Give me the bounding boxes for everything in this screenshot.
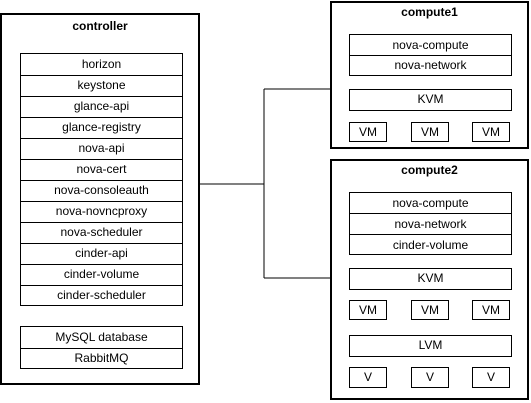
- c2-kvm-box: KVM: [349, 268, 512, 290]
- service-cinder-scheduler: cinder-scheduler: [21, 285, 182, 306]
- controller-title: controller: [72, 19, 128, 33]
- compute1-title: compute1: [401, 5, 458, 19]
- backend-mysql: MySQL database: [55, 330, 148, 344]
- compute2-service-stack: nova-compute nova-network cinder-volume: [349, 192, 512, 255]
- c2-volume-2: V: [411, 367, 449, 388]
- compute2-title: compute2: [401, 163, 458, 177]
- service-nova-cert: nova-cert: [21, 159, 182, 180]
- c1-vm-3: VM: [472, 122, 510, 142]
- c2-vm-3: VM: [472, 300, 510, 320]
- service-horizon: horizon: [81, 57, 122, 71]
- c1-vm-2: VM: [411, 122, 449, 142]
- service-nova-api: nova-api: [21, 138, 182, 159]
- c2-vm-2: VM: [411, 300, 449, 320]
- c1-kvm-box: KVM: [349, 89, 512, 111]
- service-keystone: keystone: [21, 75, 182, 96]
- controller-service-stack: horizon keystone glance-api glance-regis…: [20, 53, 183, 306]
- c2-service-nova-network: nova-network: [350, 213, 511, 234]
- service-cinder-volume: cinder-volume: [21, 264, 182, 285]
- service-nova-consoleauth: nova-consoleauth: [21, 180, 182, 201]
- c2-volume-3: V: [472, 367, 510, 388]
- c2-service-nova-compute: nova-compute: [392, 196, 469, 210]
- service-glance-api: glance-api: [21, 96, 182, 117]
- c1-vm-1: VM: [349, 122, 387, 142]
- c2-volume-1: V: [349, 367, 387, 388]
- compute2-node: compute2 nova-compute nova-network cinde…: [330, 159, 529, 400]
- service-nova-novncproxy: nova-novncproxy: [21, 201, 182, 222]
- c2-vm-1: VM: [349, 300, 387, 320]
- service-nova-scheduler: nova-scheduler: [21, 222, 182, 243]
- compute1-service-stack: nova-compute nova-network: [349, 34, 512, 76]
- service-glance-registry: glance-registry: [21, 117, 182, 138]
- backend-rabbitmq: RabbitMQ: [21, 348, 182, 369]
- c2-service-cinder-volume: cinder-volume: [350, 234, 511, 255]
- controller-node: controller horizon keystone glance-api g…: [0, 13, 200, 385]
- compute1-node: compute1 nova-compute nova-network KVM V…: [330, 1, 529, 149]
- c1-service-nova-network: nova-network: [350, 55, 511, 76]
- c2-lvm-box: LVM: [349, 335, 512, 357]
- c1-service-nova-compute: nova-compute: [392, 38, 469, 52]
- service-cinder-api: cinder-api: [21, 243, 182, 264]
- controller-backend-stack: MySQL database RabbitMQ: [20, 326, 183, 369]
